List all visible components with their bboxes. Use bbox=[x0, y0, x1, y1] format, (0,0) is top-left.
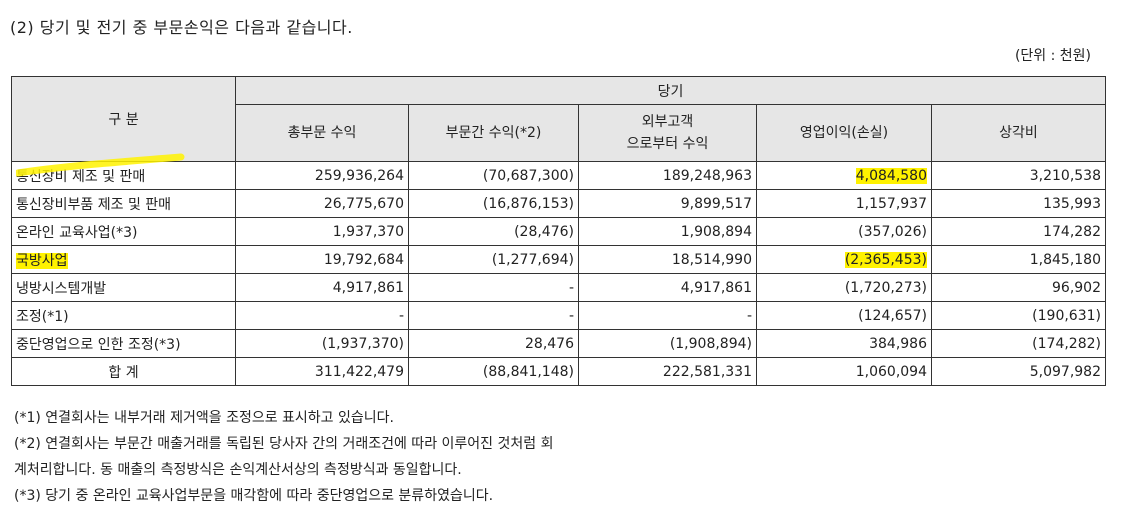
cell-value: - bbox=[235, 301, 409, 330]
row-label: 통신장비부품 제조 및 판매 bbox=[11, 189, 236, 218]
col-header-external-line1: 외부고객 bbox=[641, 114, 694, 130]
row-label-text: 통신장비 제조 및 판매 bbox=[16, 168, 146, 185]
cell-value: 5,097,982 bbox=[931, 357, 1106, 386]
cell-value: 26,775,670 bbox=[235, 189, 409, 218]
row-label: 국방사업 bbox=[11, 245, 236, 274]
cell-value: 174,282 bbox=[931, 217, 1106, 246]
col-header-intersegment: 부문간 수익(*2) bbox=[408, 104, 579, 162]
footnote-2: (*2) 연결회사는 부문간 매출거래를 독립된 당사자 간의 거래조건에 따라… bbox=[14, 436, 554, 452]
col-header-depreciation: 상각비 bbox=[931, 104, 1106, 162]
cell-value: 4,084,580 bbox=[756, 161, 932, 190]
cell-value: 311,422,479 bbox=[235, 357, 409, 386]
cell-value: 96,902 bbox=[931, 273, 1106, 302]
header-period: 당기 bbox=[235, 76, 1106, 105]
row-label-total: 합 계 bbox=[11, 357, 236, 386]
cell-value: (1,937,370) bbox=[235, 329, 409, 358]
col-header-total-revenue: 총부문 수익 bbox=[235, 104, 409, 162]
table-row: 통신장비부품 제조 및 판매 26,775,670 (16,876,153) 9… bbox=[11, 189, 1106, 218]
table-row: 온라인 교육사업(*3) 1,937,370 (28,476) 1,908,89… bbox=[11, 217, 1106, 246]
cell-value: - bbox=[578, 301, 757, 330]
row-label: 조정(*1) bbox=[11, 301, 236, 330]
cell-value: (1,908,894) bbox=[578, 329, 757, 358]
col-header-operating-income: 영업이익(손실) bbox=[756, 104, 932, 162]
footnote-1: (*1) 연결회사는 내부거래 제거액을 조정으로 표시하고 있습니다. bbox=[14, 410, 394, 426]
highlighted-label: 국방사업 bbox=[16, 252, 68, 269]
highlighted-value: (2,365,453) bbox=[844, 251, 927, 268]
cell-value: 4,917,861 bbox=[578, 273, 757, 302]
footnote-3: (*3) 당기 중 온라인 교육사업부문을 매각함에 따라 중단영업으로 분류하… bbox=[14, 488, 494, 504]
unit-label: (단위 : 천원) bbox=[1014, 48, 1091, 64]
cell-value: 28,476 bbox=[408, 329, 579, 358]
cell-value: 4,917,861 bbox=[235, 273, 409, 302]
cell-value: 9,899,517 bbox=[578, 189, 757, 218]
table-row: 국방사업 19,792,684 (1,277,694) 18,514,990 (… bbox=[11, 245, 1106, 274]
cell-value: 259,936,264 bbox=[235, 161, 409, 190]
cell-value: - bbox=[408, 301, 579, 330]
row-label: 중단영업으로 인한 조정(*3) bbox=[11, 329, 236, 358]
table-row: 통신장비 제조 및 판매 259,936,264 (70,687,300) 18… bbox=[11, 161, 1106, 190]
table-row: 조정(*1) - - - (124,657) (190,631) bbox=[11, 301, 1106, 330]
cell-value: 384,986 bbox=[756, 329, 932, 358]
cell-value: 1,908,894 bbox=[578, 217, 757, 246]
cell-value: (124,657) bbox=[756, 301, 932, 330]
table-row: 중단영업으로 인한 조정(*3) (1,937,370) 28,476 (1,9… bbox=[11, 329, 1106, 358]
row-label: 온라인 교육사업(*3) bbox=[11, 217, 236, 246]
cell-value: 1,845,180 bbox=[931, 245, 1106, 274]
footnote-2-cont: 계처리합니다. 동 매출의 측정방식은 손익계산서상의 측정방식과 동일합니다. bbox=[14, 462, 462, 478]
cell-value: 222,581,331 bbox=[578, 357, 757, 386]
cell-value: (16,876,153) bbox=[408, 189, 579, 218]
table-row-total: 합 계 311,422,479 (88,841,148) 222,581,331… bbox=[11, 357, 1106, 386]
cell-value: (1,720,273) bbox=[756, 273, 932, 302]
cell-value: 1,157,937 bbox=[756, 189, 932, 218]
footnotes: (*1) 연결회사는 내부거래 제거액을 조정으로 표시하고 있습니다. (*2… bbox=[14, 405, 553, 509]
cell-value: (2,365,453) bbox=[756, 245, 932, 274]
col-header-external-line2: 으로부터 수익 bbox=[626, 136, 709, 152]
row-label: 통신장비 제조 및 판매 bbox=[11, 161, 236, 190]
cell-value: 1,060,094 bbox=[756, 357, 932, 386]
cell-value: 189,248,963 bbox=[578, 161, 757, 190]
cell-value: (174,282) bbox=[931, 329, 1106, 358]
cell-value: (88,841,148) bbox=[408, 357, 579, 386]
table-row: 냉방시스템개발 4,917,861 - 4,917,861 (1,720,273… bbox=[11, 273, 1106, 302]
row-label: 냉방시스템개발 bbox=[11, 273, 236, 302]
cell-value: 135,993 bbox=[931, 189, 1106, 218]
highlighted-value: 4,084,580 bbox=[855, 167, 927, 184]
cell-value: (357,026) bbox=[756, 217, 932, 246]
cell-value: (28,476) bbox=[408, 217, 579, 246]
cell-value: 19,792,684 bbox=[235, 245, 409, 274]
cell-value: (1,277,694) bbox=[408, 245, 579, 274]
cell-value: - bbox=[408, 273, 579, 302]
cell-value: 3,210,538 bbox=[931, 161, 1106, 190]
section-title: (2) 당기 및 전기 중 부문손익은 다음과 같습니다. bbox=[10, 18, 353, 37]
cell-value: (190,631) bbox=[931, 301, 1106, 330]
cell-value: 1,937,370 bbox=[235, 217, 409, 246]
header-category: 구 분 bbox=[11, 76, 236, 162]
cell-value: (70,687,300) bbox=[408, 161, 579, 190]
cell-value: 18,514,990 bbox=[578, 245, 757, 274]
